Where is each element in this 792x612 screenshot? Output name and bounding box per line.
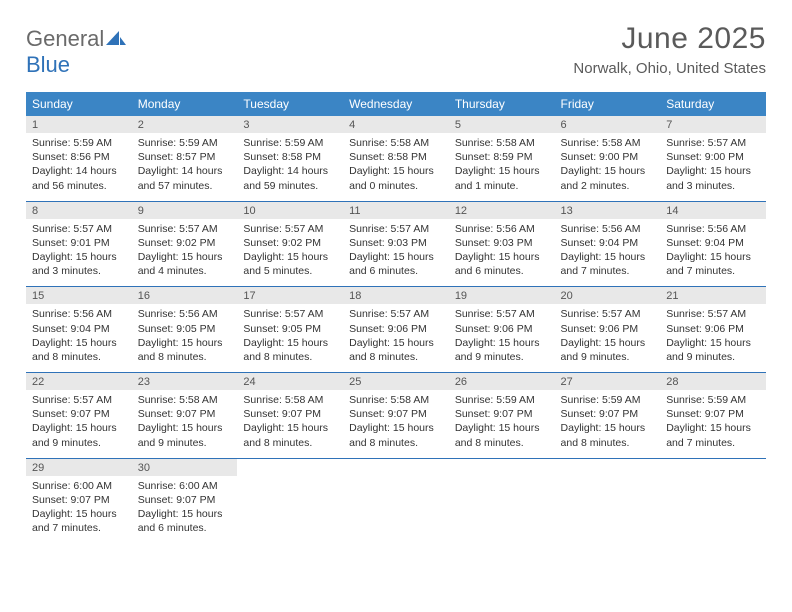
day-number-cell: [343, 459, 449, 476]
day-detail-cell: Sunrise: 6:00 AMSunset: 9:07 PMDaylight:…: [132, 476, 238, 544]
day-number-cell: 29: [26, 459, 132, 476]
day-detail-cell: Sunrise: 5:57 AMSunset: 9:07 PMDaylight:…: [26, 390, 132, 458]
day-number-cell: 4: [343, 116, 449, 133]
calendar-table: SundayMondayTuesdayWednesdayThursdayFrid…: [26, 92, 766, 543]
day-number-cell: 5: [449, 116, 555, 133]
day-detail-cell: Sunrise: 5:59 AMSunset: 9:07 PMDaylight:…: [660, 390, 766, 458]
day-header: Friday: [555, 92, 661, 116]
month-title: June 2025: [573, 22, 766, 56]
day-number-cell: 13: [555, 202, 661, 219]
day-number-cell: 17: [237, 287, 343, 304]
title-block: June 2025 Norwalk, Ohio, United States: [573, 22, 766, 77]
day-number-cell: 26: [449, 373, 555, 390]
day-number-cell: 22: [26, 373, 132, 390]
day-header: Saturday: [660, 92, 766, 116]
logo-sail-icon: [105, 30, 127, 46]
day-number-cell: [660, 459, 766, 476]
day-detail-cell: Sunrise: 5:57 AMSunset: 9:01 PMDaylight:…: [26, 219, 132, 287]
logo-word-blue: Blue: [26, 52, 70, 77]
day-number-cell: 27: [555, 373, 661, 390]
day-detail-cell: Sunrise: 5:59 AMSunset: 9:07 PMDaylight:…: [449, 390, 555, 458]
day-number-cell: [237, 459, 343, 476]
day-detail-cell: Sunrise: 5:57 AMSunset: 9:06 PMDaylight:…: [660, 304, 766, 372]
day-number-cell: 11: [343, 202, 449, 219]
day-number-cell: 25: [343, 373, 449, 390]
day-detail-cell: Sunrise: 5:56 AMSunset: 9:04 PMDaylight:…: [26, 304, 132, 372]
day-number-cell: 10: [237, 202, 343, 219]
day-detail-cell: Sunrise: 5:58 AMSunset: 9:07 PMDaylight:…: [132, 390, 238, 458]
day-number-cell: 21: [660, 287, 766, 304]
day-detail-cell: Sunrise: 6:00 AMSunset: 9:07 PMDaylight:…: [26, 476, 132, 544]
day-number-cell: 23: [132, 373, 238, 390]
day-number-cell: [555, 459, 661, 476]
day-detail-cell: Sunrise: 5:56 AMSunset: 9:03 PMDaylight:…: [449, 219, 555, 287]
day-detail-cell: Sunrise: 5:59 AMSunset: 8:58 PMDaylight:…: [237, 133, 343, 201]
day-number-cell: 28: [660, 373, 766, 390]
day-number-cell: 15: [26, 287, 132, 304]
day-detail-cell: Sunrise: 5:57 AMSunset: 9:06 PMDaylight:…: [449, 304, 555, 372]
day-header: Tuesday: [237, 92, 343, 116]
day-detail-cell: Sunrise: 5:57 AMSunset: 9:02 PMDaylight:…: [237, 219, 343, 287]
day-detail-cell: [449, 476, 555, 544]
day-detail-cell: Sunrise: 5:58 AMSunset: 9:00 PMDaylight:…: [555, 133, 661, 201]
day-detail-cell: [660, 476, 766, 544]
day-number-cell: [449, 459, 555, 476]
day-detail-cell: Sunrise: 5:57 AMSunset: 9:00 PMDaylight:…: [660, 133, 766, 201]
day-detail-cell: Sunrise: 5:57 AMSunset: 9:03 PMDaylight:…: [343, 219, 449, 287]
logo-text: General Blue: [26, 26, 127, 78]
day-number-cell: 9: [132, 202, 238, 219]
day-detail-cell: Sunrise: 5:58 AMSunset: 9:07 PMDaylight:…: [343, 390, 449, 458]
day-number-cell: 20: [555, 287, 661, 304]
day-number-cell: 7: [660, 116, 766, 133]
day-header: Monday: [132, 92, 238, 116]
day-detail-cell: Sunrise: 5:59 AMSunset: 8:57 PMDaylight:…: [132, 133, 238, 201]
day-number-cell: 19: [449, 287, 555, 304]
day-detail-cell: [343, 476, 449, 544]
header: General Blue June 2025 Norwalk, Ohio, Un…: [26, 22, 766, 78]
day-detail-cell: Sunrise: 5:58 AMSunset: 8:59 PMDaylight:…: [449, 133, 555, 201]
day-number-cell: 24: [237, 373, 343, 390]
logo: General Blue: [26, 22, 127, 78]
day-detail-cell: Sunrise: 5:59 AMSunset: 9:07 PMDaylight:…: [555, 390, 661, 458]
logo-word-general: General: [26, 26, 104, 51]
day-number-cell: 8: [26, 202, 132, 219]
day-detail-cell: Sunrise: 5:57 AMSunset: 9:06 PMDaylight:…: [343, 304, 449, 372]
location: Norwalk, Ohio, United States: [573, 60, 766, 77]
day-number-cell: 3: [237, 116, 343, 133]
day-detail-cell: Sunrise: 5:57 AMSunset: 9:06 PMDaylight:…: [555, 304, 661, 372]
day-detail-cell: Sunrise: 5:56 AMSunset: 9:05 PMDaylight:…: [132, 304, 238, 372]
day-header: Thursday: [449, 92, 555, 116]
day-number-cell: 6: [555, 116, 661, 133]
day-number-cell: 16: [132, 287, 238, 304]
day-number-cell: 12: [449, 202, 555, 219]
day-number-cell: 14: [660, 202, 766, 219]
day-detail-cell: Sunrise: 5:56 AMSunset: 9:04 PMDaylight:…: [660, 219, 766, 287]
day-detail-cell: Sunrise: 5:58 AMSunset: 9:07 PMDaylight:…: [237, 390, 343, 458]
day-detail-cell: Sunrise: 5:57 AMSunset: 9:05 PMDaylight:…: [237, 304, 343, 372]
day-header: Wednesday: [343, 92, 449, 116]
day-detail-cell: [555, 476, 661, 544]
day-detail-cell: Sunrise: 5:58 AMSunset: 8:58 PMDaylight:…: [343, 133, 449, 201]
day-number-cell: 18: [343, 287, 449, 304]
day-number-cell: 2: [132, 116, 238, 133]
day-detail-cell: Sunrise: 5:57 AMSunset: 9:02 PMDaylight:…: [132, 219, 238, 287]
day-number-cell: 30: [132, 459, 238, 476]
day-detail-cell: Sunrise: 5:59 AMSunset: 8:56 PMDaylight:…: [26, 133, 132, 201]
day-header: Sunday: [26, 92, 132, 116]
day-number-cell: 1: [26, 116, 132, 133]
day-detail-cell: Sunrise: 5:56 AMSunset: 9:04 PMDaylight:…: [555, 219, 661, 287]
day-detail-cell: [237, 476, 343, 544]
